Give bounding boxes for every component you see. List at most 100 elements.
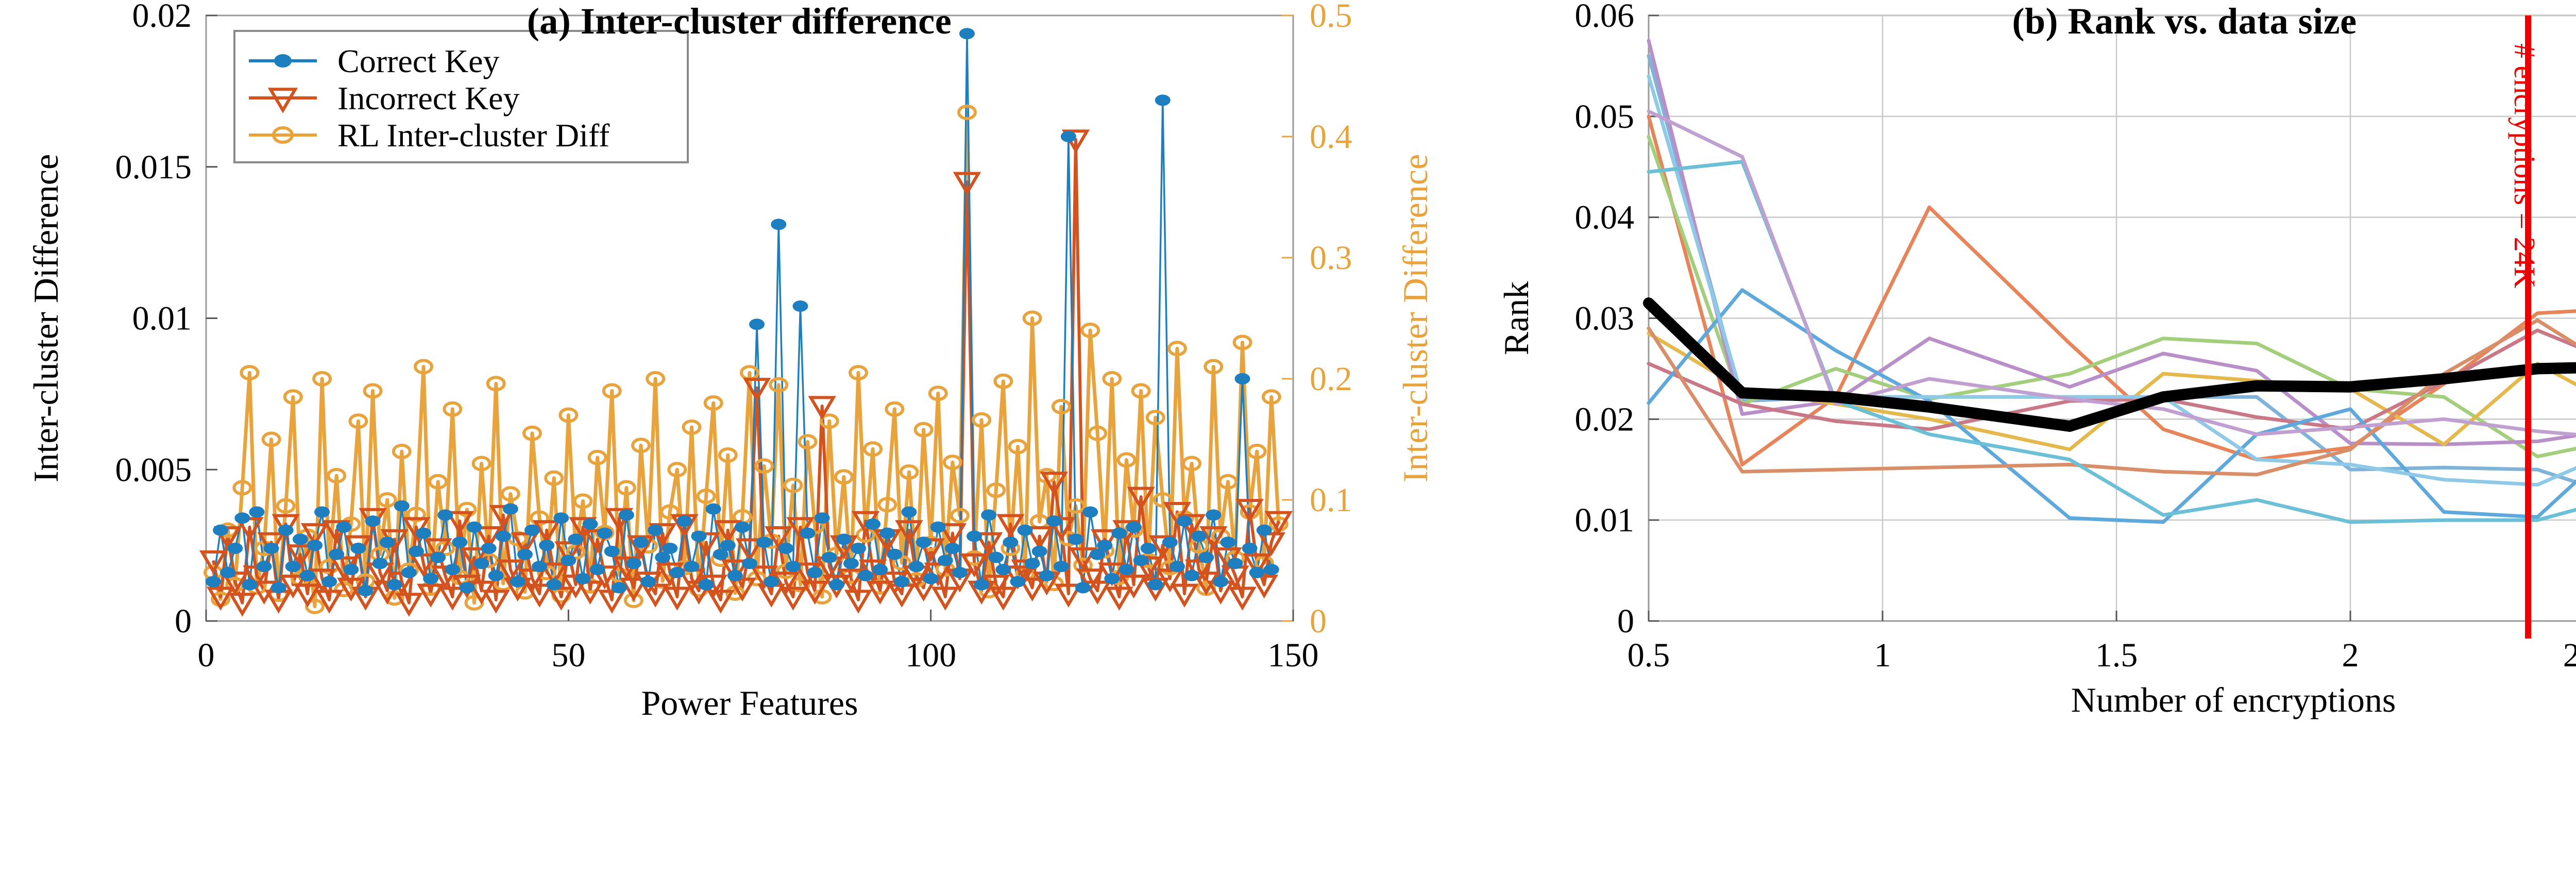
panel-a-marker-rl [1066, 498, 1086, 514]
panel-a-marker-correct [923, 573, 939, 584]
panel-a-marker-incorrect [779, 586, 807, 611]
panel-a-marker-correct [1111, 527, 1127, 539]
panel-a-marker-correct [764, 576, 779, 587]
panel-a-marker-incorrect [525, 583, 554, 608]
panel-a-marker-correct [1263, 564, 1279, 576]
panel-a-legend-item[interactable]: RL Inter-cluster Diff [249, 117, 610, 154]
panel-a-marker-incorrect [206, 586, 235, 611]
panel-a-marker-rl [718, 447, 738, 463]
panel-a-marker-rl [283, 389, 303, 405]
panel-a-marker-correct [1010, 576, 1026, 587]
panel-a-marker-incorrect [489, 505, 517, 529]
panel-a-marker-incorrect [1091, 529, 1119, 553]
panel-a-marker-correct [1017, 524, 1033, 536]
panel-a-marker-correct [684, 561, 700, 573]
panel-a-marker-rl [1022, 310, 1042, 326]
panel-a-marker-correct [771, 219, 787, 230]
panel-a-marker-correct [727, 569, 743, 581]
panel-a-marker-correct [495, 530, 511, 542]
panel-a-marker-incorrect [953, 172, 981, 196]
panel-a-marker-incorrect [1235, 499, 1264, 523]
panel-a-marker-correct [908, 561, 924, 573]
panel-a-marker-rl [1102, 371, 1122, 387]
panel-a-marker-correct [865, 518, 881, 530]
panel-a-marker-correct [270, 582, 286, 594]
panel-a-marker-rl [1247, 444, 1267, 459]
panel-a-marker-incorrect [1047, 517, 1076, 541]
panel-a-marker-correct [553, 512, 569, 524]
panel-a-marker-correct [1234, 373, 1250, 384]
panel-a-marker-incorrect [554, 541, 583, 565]
panel-a-legend-label: Correct Key [337, 43, 500, 79]
panel-a-marker-correct [1046, 515, 1062, 527]
panel-b-series-key-trace-6 [1647, 328, 2576, 431]
panel-a-marker-rl [942, 455, 962, 471]
panel-a-marker-incorrect [765, 526, 793, 550]
panel-a-marker-correct [336, 521, 352, 533]
panel-a-ytick-label-right: 0.5 [1310, 0, 1352, 35]
panel-a-caption: (a) Inter-cluster difference [527, 1, 952, 42]
panel-a-marker-correct [213, 524, 229, 536]
panel-a-marker-rl [986, 482, 1006, 498]
panel-a-marker-correct [981, 509, 997, 521]
panel-a-marker-correct [1060, 131, 1076, 142]
panel-b-xtick-label: 0.5 [1628, 636, 1670, 674]
panel-a-marker-rl [972, 412, 992, 428]
panel-a-marker-incorrect [1054, 583, 1083, 608]
panel-a-marker-rl [232, 480, 252, 496]
panel-a-marker-rl [754, 458, 774, 474]
panel-a-ytick-label-left: 0.005 [115, 451, 192, 489]
panel-a-marker-incorrect [692, 532, 720, 557]
panel-a-marker-correct [749, 318, 765, 330]
panel-a-marker-incorrect [293, 583, 322, 608]
panel-a-marker-incorrect [598, 590, 626, 614]
panel-b-xtick-label: 1 [1874, 636, 1891, 674]
panel-a-marker-rl [414, 359, 433, 375]
panel-a-marker-rl [1204, 359, 1224, 375]
panel-a-marker-incorrect [938, 523, 967, 547]
panel-a-marker-incorrect [974, 532, 1003, 557]
panel-a-marker-rl [877, 497, 897, 513]
panel-a-marker-rl [631, 438, 651, 454]
panel-a-marker-correct [1031, 545, 1047, 557]
panel-a-marker-correct [524, 524, 540, 536]
panel-a-marker-correct [988, 551, 1004, 563]
panel-a-marker-rl [1153, 492, 1173, 508]
panel-a-legend-item[interactable]: Correct Key [249, 43, 500, 79]
panel-a-marker-rl [428, 474, 448, 490]
panel-a-marker-correct [1090, 548, 1106, 560]
panel-a-marker-correct [698, 579, 714, 591]
panel-a-marker-correct [321, 576, 337, 587]
panel-b-ytick-label: 0.03 [1575, 300, 1635, 338]
panel-a-marker-rl [602, 383, 622, 399]
panel-a-marker-correct [901, 506, 917, 518]
panel-a-marker-incorrect [866, 580, 894, 605]
panel-a-marker-correct [481, 543, 497, 554]
panel-a-marker-incorrect [895, 520, 923, 544]
panel-a-marker-incorrect [423, 538, 452, 562]
panel-a-marker-correct [713, 548, 728, 560]
panel-b-chart: 00.010.020.030.040.050.060.511.522.53Num… [1497, 0, 2576, 719]
panel-a-marker-correct [473, 558, 489, 569]
panel-a-marker-rl [435, 541, 455, 556]
panel-a-marker-rl [616, 480, 636, 496]
panel-a-marker-correct [742, 558, 757, 569]
panel-a-marker-rl [892, 555, 912, 571]
panel-a-legend-item[interactable]: Incorrect Key [249, 80, 520, 116]
panel-a-marker-correct [1147, 579, 1163, 591]
panel-a-marker-correct [800, 527, 816, 539]
panel-a-caption-wrap: (a) Inter-cluster difference [0, 0, 1479, 43]
panel-a-marker-rl [566, 544, 586, 560]
panel-a-marker-correct [858, 569, 874, 581]
panel-a-marker-correct [836, 533, 852, 545]
panel-a-marker-incorrect [539, 562, 568, 586]
panel-a-marker-correct [894, 576, 910, 587]
panel-a-marker-correct [1242, 543, 1258, 554]
panel-a-marker-correct [466, 521, 482, 533]
panel-a-marker-correct [416, 527, 431, 539]
panel-a-marker-correct [314, 506, 330, 518]
panel-a-marker-incorrect [1257, 532, 1286, 557]
panel-a-marker-incorrect [728, 577, 757, 602]
panel-a-marker-correct [633, 536, 649, 548]
panel-a-marker-correct [452, 536, 468, 548]
